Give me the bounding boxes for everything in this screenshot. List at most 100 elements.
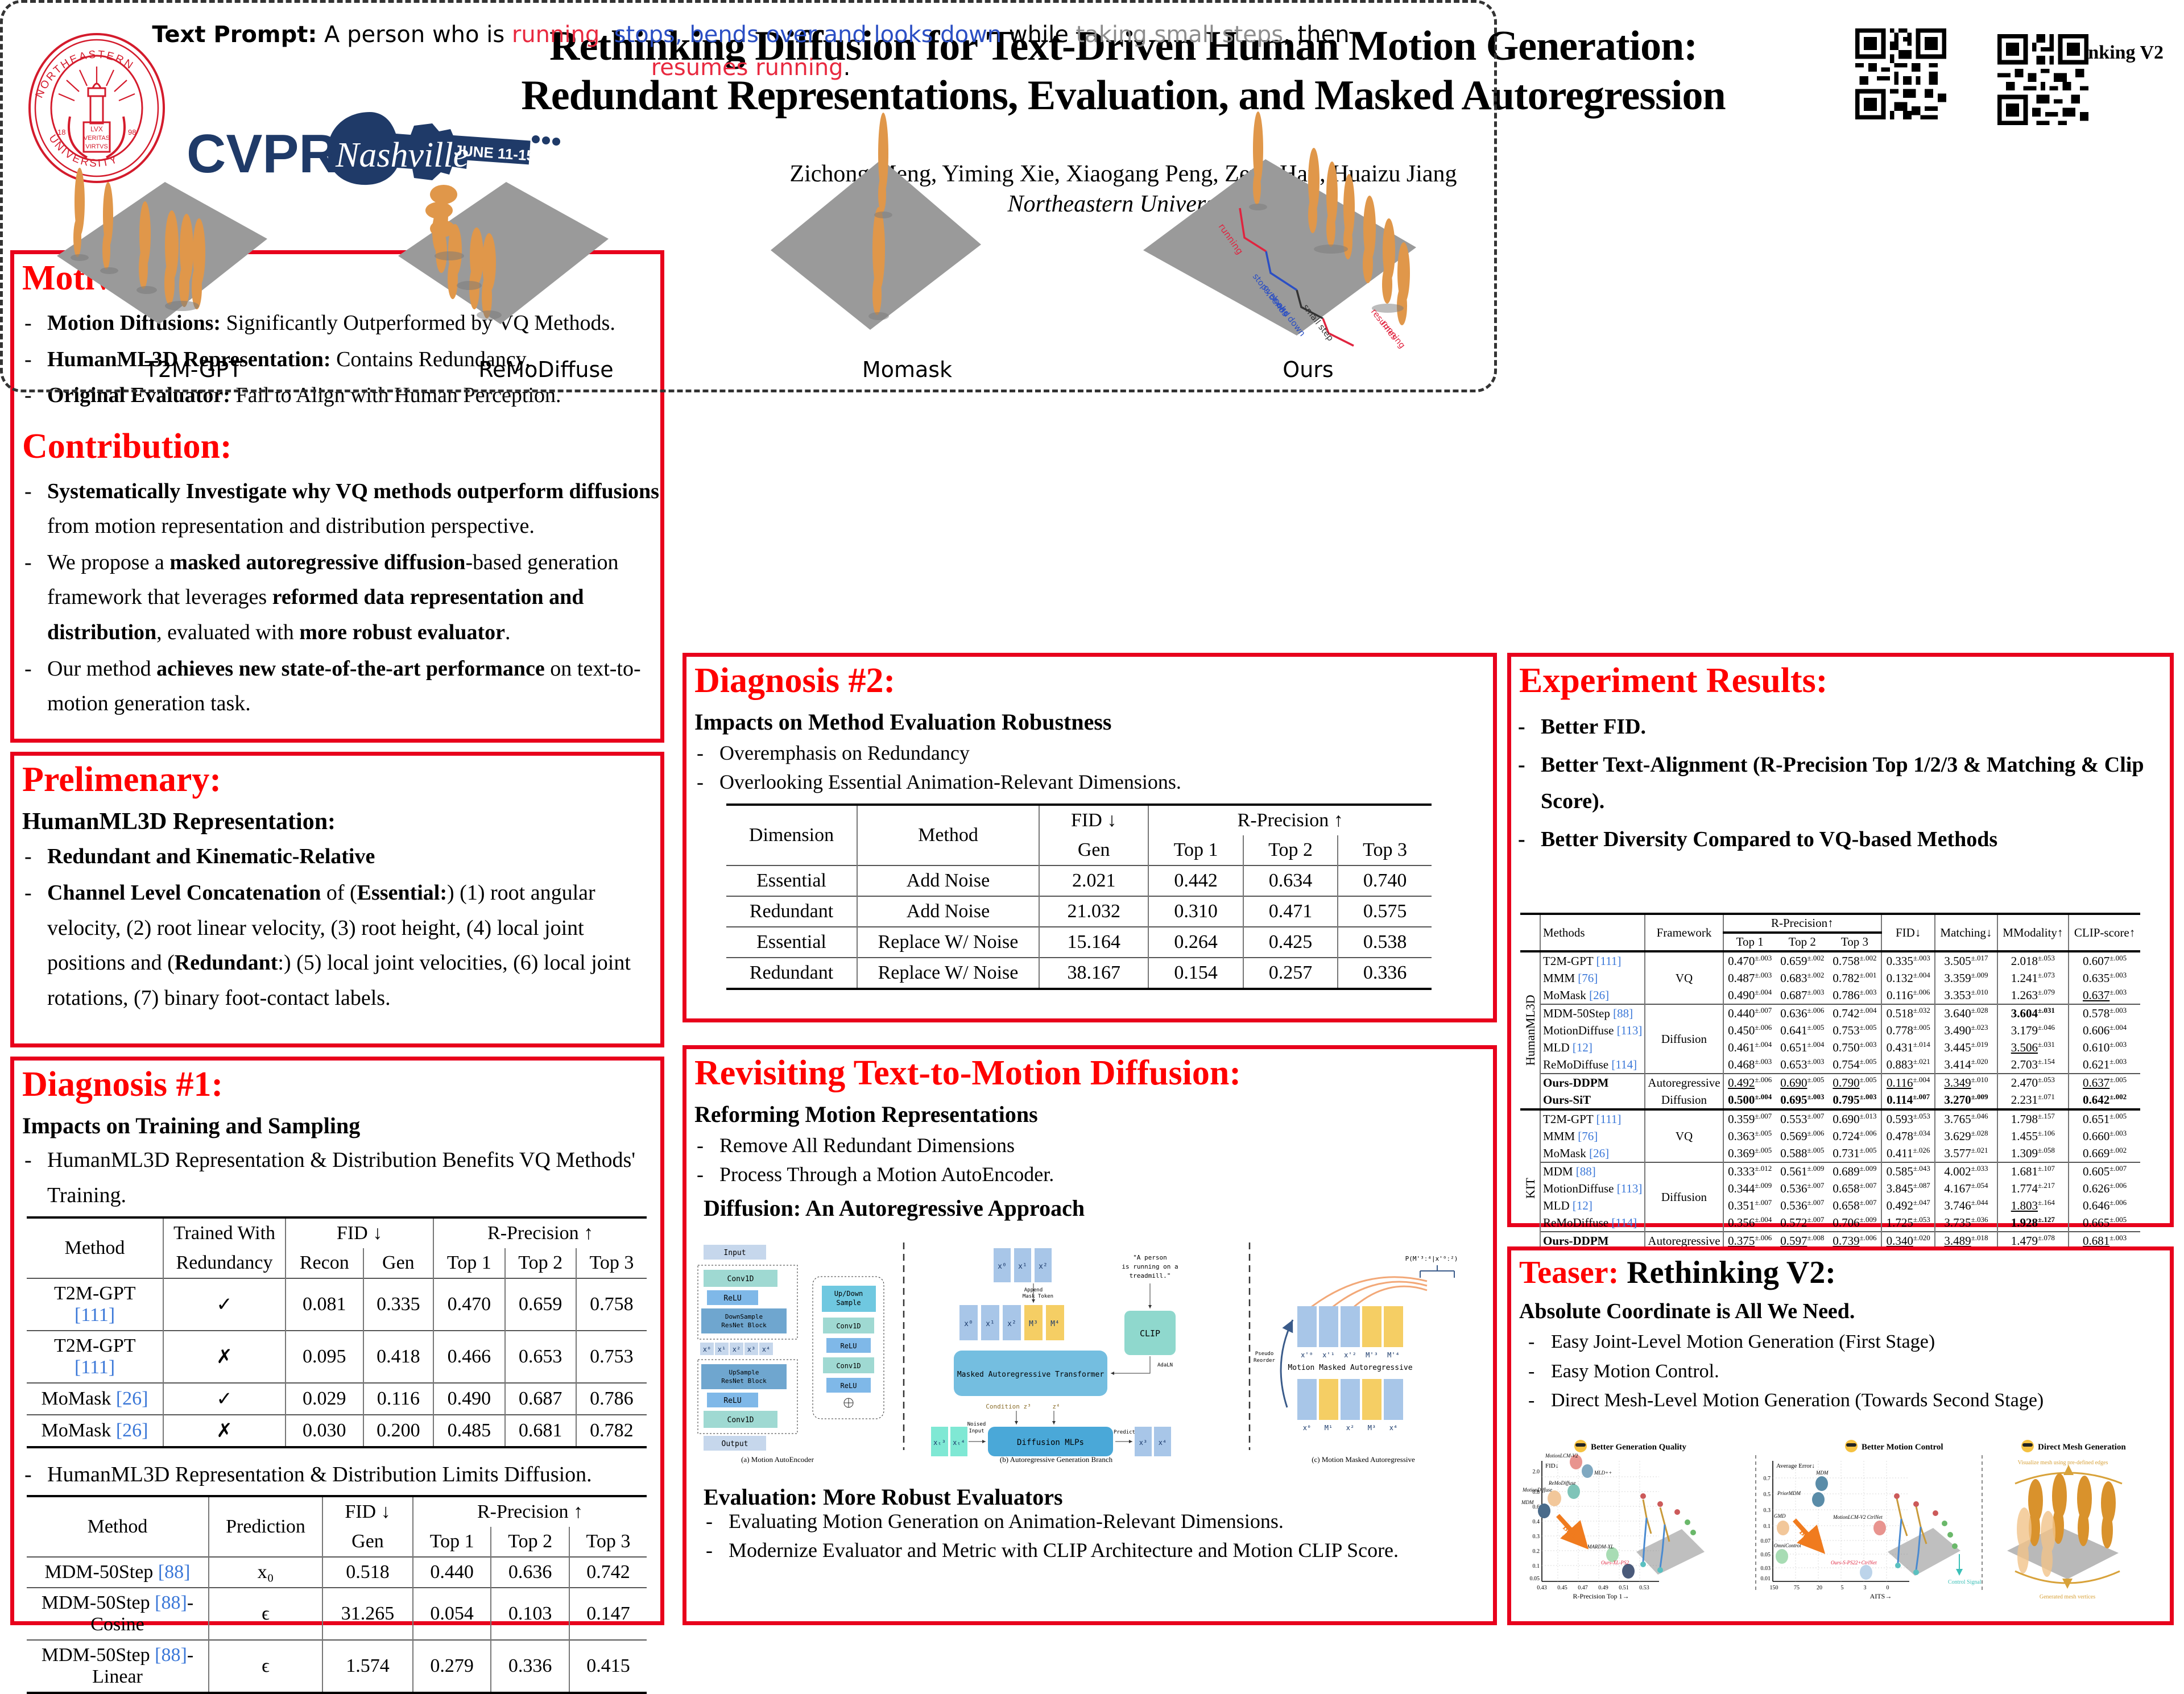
cell-top1: 0.333 (1728, 1165, 1755, 1178)
cell-prediction: ϵ (262, 1602, 270, 1624)
cell-top1: 0.344 (1728, 1182, 1755, 1195)
cell-top2: 0.690 (1780, 1076, 1807, 1090)
cell-ref: [88] (1613, 1006, 1633, 1020)
cell-clipscore: 0.605 (2082, 1165, 2110, 1178)
cell-method: Add Noise (906, 901, 990, 922)
cell-fid: 0.478 (1886, 1129, 1913, 1143)
list-item: - Channel Level Concatenation of (Essent… (24, 881, 631, 1010)
revisit-sub1: Reforming Motion Representations (694, 1101, 1038, 1128)
table-row: MoMask [26] ✓ 0.029 0.116 0.490 0.687 0.… (27, 1383, 647, 1415)
svg-text:xₜ³: xₜ³ (933, 1439, 946, 1447)
cell-gen: 38.167 (1067, 962, 1120, 984)
svg-text:x⁰: x⁰ (703, 1345, 711, 1353)
cell-matching: 3.490 (1944, 1024, 1971, 1037)
cell-method: ReMoDiffuse (1543, 1057, 1609, 1071)
teaserv2-chart-0-title: Better Generation Quality (1591, 1443, 1687, 1452)
cell-top1: 0.490 (447, 1388, 491, 1410)
cell-top2: 0.641 (1780, 1024, 1807, 1037)
table-row: Essential Replace W/ Noise 15.164 0.264 … (726, 927, 1432, 958)
teaserv2-bullet-0: Easy Joint-Level Motion Generation (Firs… (1551, 1331, 1935, 1353)
cell-fid: 0.114 (1887, 1093, 1913, 1107)
scene-label: Ours (1283, 357, 1334, 382)
cell-clipscore: 0.646 (2082, 1199, 2110, 1212)
preliminary-item-1-bold3: Redundant (174, 951, 278, 975)
chart-0-arrow-label: Better (1561, 1523, 1582, 1544)
diagnosis1-table-1: Method Trained With FID ↓ R-Precision ↑ … (27, 1216, 647, 1448)
contribution-item-1-mid: -based generation framework that leverag… (47, 550, 619, 610)
cell-ref: [26] (115, 1388, 148, 1410)
motivation-list: - Motion Diffusions: Significantly Outpe… (22, 306, 660, 413)
cell-recon: 0.081 (303, 1294, 346, 1315)
chart-1-pt-4: OmniControl (1774, 1543, 1801, 1548)
cell-top2: 0.536 (1780, 1199, 1807, 1212)
cell-top3: 0.742 (1833, 1007, 1860, 1020)
cell-method: MoMask (41, 1420, 111, 1442)
cell-matching: 3.765 (1944, 1112, 1971, 1126)
table-row: Redundant Replace W/ Noise 38.167 0.154 … (726, 958, 1432, 989)
list-item: - Redundant and Kinematic-Relative (24, 844, 375, 869)
list-item: - Modernize Evaluator and Metric with CLI… (706, 1538, 1399, 1562)
cell-ref: [76] (1578, 1129, 1598, 1143)
chart-1-control-signal: Control Signal (1948, 1579, 1982, 1585)
revisit-sub2: Diffusion: An Autoregressive Approach (704, 1195, 1085, 1221)
diagram-b-clip: CLIP (1140, 1328, 1160, 1339)
motivation-item-0-bold: Motion Diffusions: (47, 311, 221, 336)
prompt-seg1: A person who is (317, 22, 512, 48)
cell-top2: 0.687 (1780, 988, 1807, 1002)
cvpr-nashville-logo: CVPR Nashville JUNE 11-15, 2025 (182, 105, 580, 190)
contribution-item-2-rest: on text-to-motion generation task. (47, 656, 641, 716)
cell-fid: 0.518 (1886, 1007, 1913, 1020)
list-item: - Systematically Investigate why VQ meth… (24, 479, 659, 539)
cell-top3: 0.336 (1363, 962, 1407, 984)
cell-top2: 0.588 (1780, 1146, 1807, 1160)
cell-matching: 3.577 (1944, 1146, 1971, 1160)
diagram-b-transformer: Masked Autoregressive Transformer (957, 1370, 1104, 1379)
diagram-b-cliptext-3: treadmill." (1130, 1272, 1171, 1279)
revisit-sub3-bullet-1: Modernize Evaluator and Metric with CLIP… (729, 1538, 1399, 1562)
list-item: - Better Diversity Compared to VQ-based M… (1518, 827, 1998, 851)
cell-ref: [114] (1611, 1057, 1637, 1071)
scene-remodiffuse: ReMoDiffuse (375, 85, 717, 387)
chart-0-pt-0: MotionLCM-V2 (1545, 1453, 1578, 1459)
chart-0-pt-4: MDM (1521, 1500, 1534, 1505)
cell-top2: 0.636 (508, 1561, 552, 1583)
qr-code-rethinking-v2[interactable] (1997, 34, 2088, 125)
diagram-c-pseudo: Pseudo (1255, 1351, 1274, 1357)
scene-t2m-gpt: T2M-GPT (23, 85, 364, 387)
list-item: - Better Text-Alignment (R-Precision Top … (1518, 752, 2144, 814)
d1t2-h-rprec: R-Precision ↑ (477, 1501, 583, 1522)
qr-code-paper[interactable] (1855, 28, 1946, 119)
cell-gen: 21.032 (1067, 901, 1120, 922)
cell-mmodality: 1.803 (2011, 1199, 2038, 1212)
cell-recon: 0.095 (303, 1346, 346, 1368)
cell-top2: 0.553 (1780, 1112, 1807, 1126)
cell-top1: 0.359 (1728, 1112, 1755, 1126)
table-row: MoMask [26] ✗ 0.030 0.200 0.485 0.681 0.… (27, 1415, 647, 1448)
cell-ref: [26] (115, 1420, 148, 1442)
chart-2-note-top: Visualize mesh using pre-defined edges (2018, 1460, 2108, 1466)
cell-top2: 0.425 (1268, 931, 1313, 953)
chart-0-pt-1: MLD++ (1594, 1470, 1612, 1476)
cell-method: MMM (1543, 1129, 1575, 1143)
chart-0-ytick-2: 0.6 (1533, 1504, 1540, 1510)
table-row: KIT T2M-GPT [111] VQ 0.359±.007 0.553±.0… (1520, 1109, 2140, 1199)
cell-top3: 0.575 (1363, 901, 1407, 922)
cell-top3: 0.758 (1833, 954, 1860, 968)
exp-sh-top3: Top 3 (1840, 935, 1869, 949)
chart-1-xtick-5: 0 (1887, 1585, 1889, 1591)
cell-suffix: -Cosine (90, 1592, 194, 1635)
svg-text:M³: M³ (1368, 1424, 1376, 1432)
svg-text:M³: M³ (1029, 1320, 1038, 1328)
cell-method: MMM (1543, 971, 1575, 985)
qr-code-group: Rethinking V2 (1855, 20, 2174, 125)
cell-top3: 0.782 (590, 1420, 634, 1442)
list-item: - Motion Diffusions: Significantly Outpe… (24, 311, 615, 336)
cell-fid: 0.492 (1886, 1199, 1913, 1212)
chart-0-ytick-3: 0.4 (1533, 1519, 1540, 1525)
cell-fid: 0.593 (1886, 1112, 1913, 1126)
svg-text:x²: x² (1007, 1320, 1016, 1328)
cell-top3: 0.754 (1833, 1058, 1860, 1071)
chart-0-ylabel: FID↓ (1545, 1463, 1558, 1469)
exp-dataset-kit: KIT (1523, 1178, 1537, 1199)
cell-method: T2M-GPT (1543, 954, 1594, 968)
